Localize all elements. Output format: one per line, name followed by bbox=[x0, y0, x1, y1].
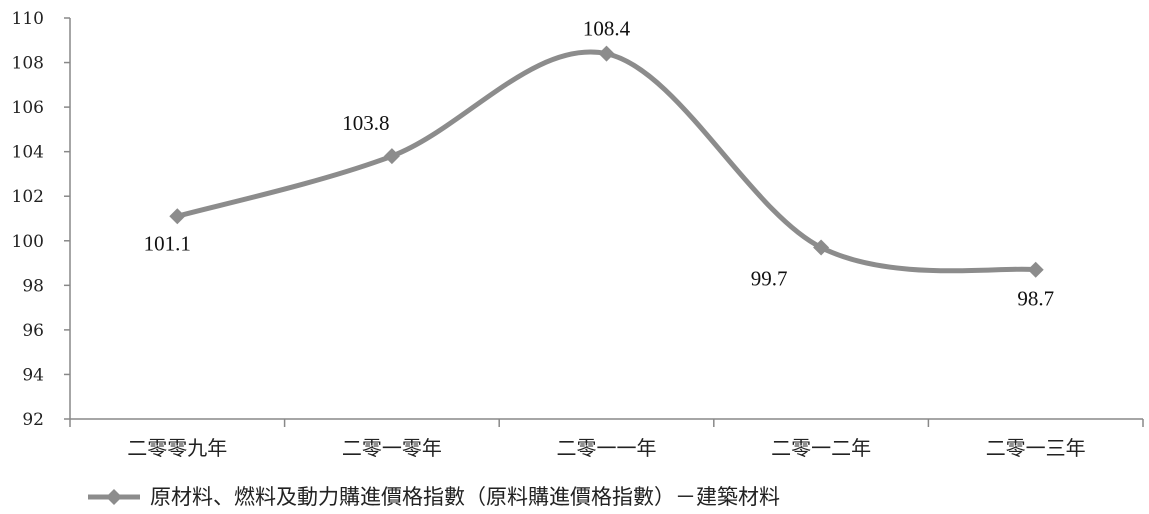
x-axis-ticks: 二零零九年 二零一零年 二零一一年 二零一二年 二零一三年 bbox=[69, 419, 1144, 460]
y-tick-label: 98 bbox=[22, 276, 44, 296]
data-label: 103.8 bbox=[342, 111, 389, 135]
data-point-marker bbox=[169, 208, 186, 225]
data-labels: 101.1 103.8 108.4 99.7 98.7 bbox=[144, 17, 1054, 311]
series-markers bbox=[169, 45, 1044, 278]
x-tick-label: 二零一二年 bbox=[771, 436, 871, 460]
y-axis-ticks: 92 94 96 98 100 102 104 106 108 110 bbox=[12, 9, 70, 430]
y-tick-label: 100 bbox=[12, 232, 44, 252]
legend-swatch-marker bbox=[106, 489, 122, 505]
data-label: 98.7 bbox=[1017, 287, 1054, 311]
legend: 原材料、燃料及動力購進價格指數（原料購進價格指數）－建築材料 bbox=[88, 485, 780, 509]
y-tick-label: 110 bbox=[12, 9, 44, 29]
x-tick-label: 二零一一年 bbox=[557, 436, 657, 460]
y-tick-label: 104 bbox=[12, 143, 44, 163]
data-point-marker bbox=[813, 239, 830, 256]
data-point-marker bbox=[383, 148, 400, 165]
y-tick-label: 108 bbox=[12, 54, 44, 74]
data-label: 99.7 bbox=[751, 266, 788, 290]
data-label: 101.1 bbox=[144, 231, 191, 255]
data-point-marker bbox=[598, 45, 615, 62]
data-label: 108.4 bbox=[583, 17, 631, 41]
y-tick-label: 96 bbox=[22, 321, 44, 341]
x-tick-label: 二零零九年 bbox=[127, 436, 227, 460]
y-tick-label: 94 bbox=[22, 365, 44, 385]
x-tick-label: 二零一三年 bbox=[986, 436, 1086, 460]
x-tick-label: 二零一零年 bbox=[342, 436, 442, 460]
y-tick-label: 106 bbox=[12, 98, 44, 118]
y-tick-label: 102 bbox=[12, 187, 44, 207]
y-tick-label: 92 bbox=[22, 410, 44, 430]
data-point-marker bbox=[1027, 261, 1044, 278]
series-line bbox=[174, 49, 1039, 274]
legend-label: 原材料、燃料及動力購進價格指數（原料購進價格指數）－建築材料 bbox=[150, 485, 780, 509]
